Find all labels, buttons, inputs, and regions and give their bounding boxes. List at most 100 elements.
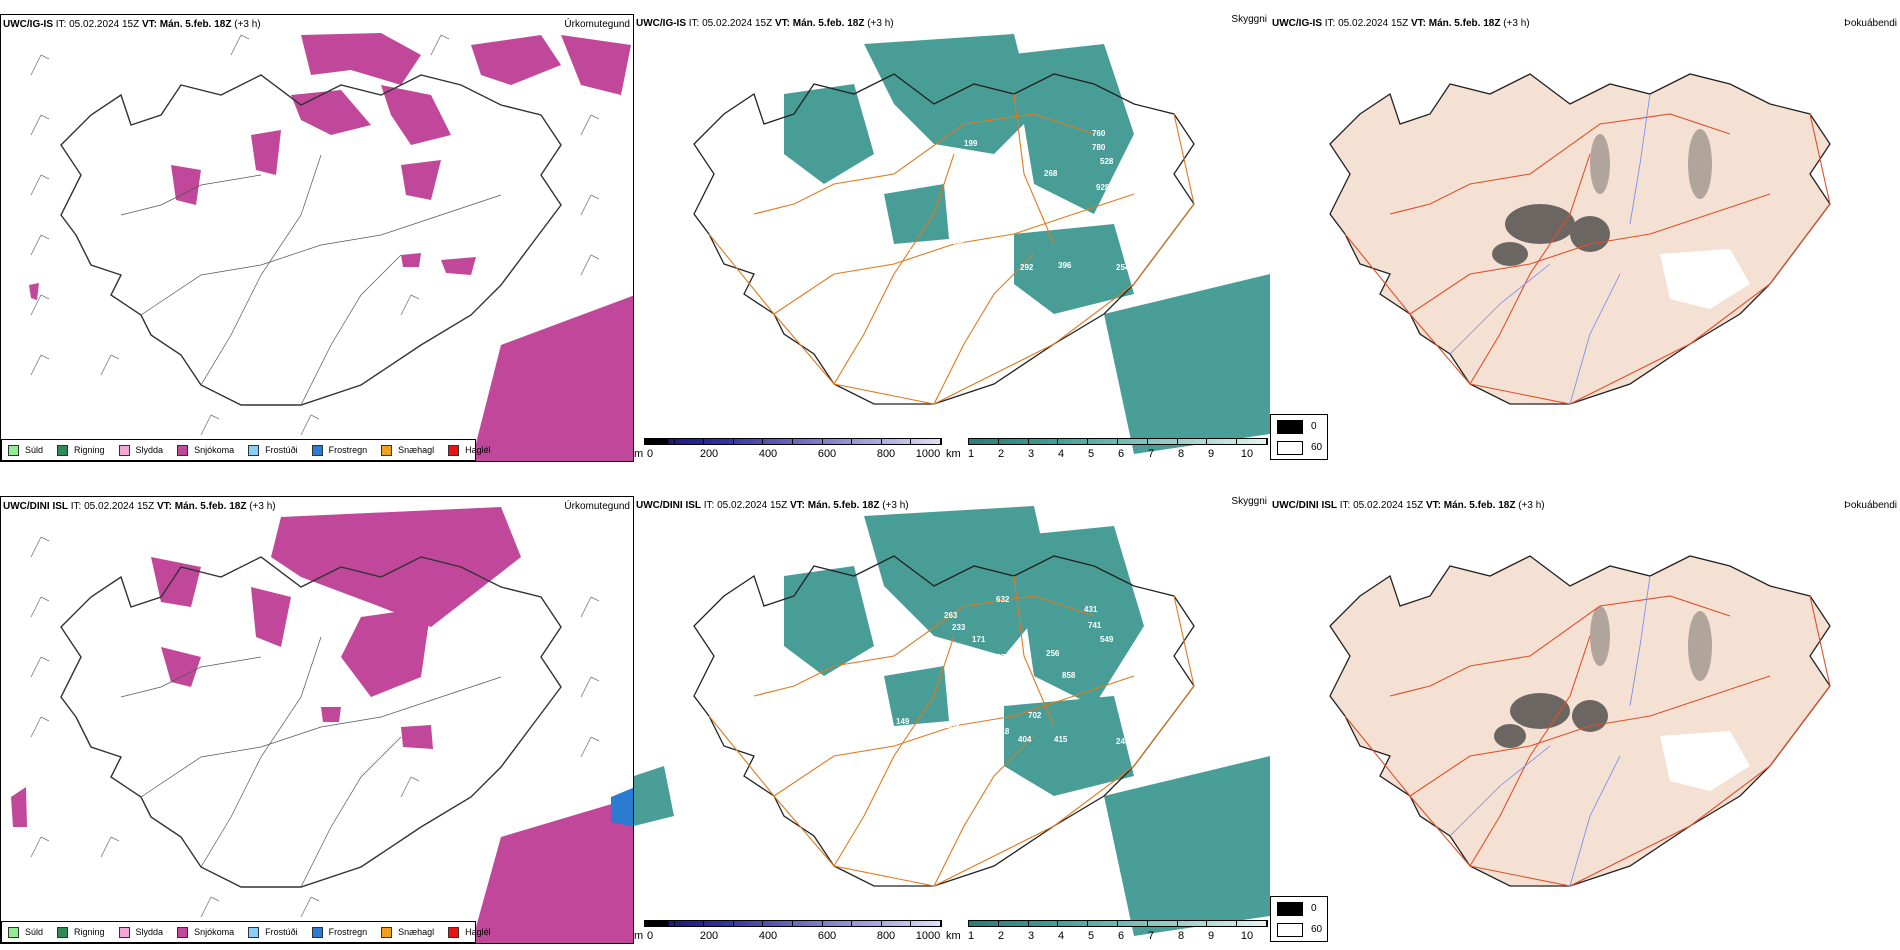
rivers: [1449, 575, 1651, 887]
vis-label: 233: [952, 623, 966, 632]
fog-panel-label-bottom: Þokuábendi: [1844, 500, 1897, 511]
vis-label: 292: [1020, 263, 1034, 272]
rain-swatch: [57, 926, 69, 938]
vis-label: 347: [1048, 689, 1062, 698]
vis-label: 763: [1100, 207, 1114, 216]
vis-label: 431: [1084, 605, 1098, 614]
vis-label: 192: [962, 647, 976, 656]
roads: [1344, 113, 1831, 405]
roads: [708, 93, 1195, 405]
freezing-drizzle-swatch: [248, 444, 260, 456]
fog-panel-top: UWC/IG-IS IT: 05.02.2024 15Z VT: Mán. 5.…: [1270, 14, 1900, 462]
freezing-rain-swatch: [311, 926, 323, 938]
fog-areas: [1494, 606, 1712, 748]
iceland-outline: [693, 73, 1195, 405]
vis-label: 437: [992, 653, 1006, 662]
fog-legend-top: 0 60: [1270, 414, 1328, 460]
low-visibility-areas: [634, 506, 1270, 936]
visibility-panel-label-bottom: Skyggni: [1231, 496, 1267, 507]
vis-label: 149: [896, 717, 910, 726]
precip-panel-label-bottom: Úrkomutegund: [564, 501, 630, 512]
vis-label: 131: [898, 243, 912, 252]
vis-label: 760: [1092, 129, 1106, 138]
snow-pellets-swatch: [381, 444, 393, 456]
visibility-labels: 632 263 233 171 192 437 256 431 741 549 …: [896, 595, 1130, 746]
vis-label: 702: [1028, 711, 1042, 720]
km-scale-bottom: km 1 2 3 4 5 6 7 8 9 10: [944, 920, 1270, 942]
freezing-drizzle-swatch: [248, 926, 260, 938]
snow-areas: [29, 33, 633, 461]
glacier-areas: [1660, 731, 1750, 791]
vis-label: 418: [996, 727, 1010, 736]
vis-label: 741: [1088, 621, 1102, 630]
visibility-panel-bottom: 632 263 233 171 192 437 256 431 741 549 …: [634, 496, 1270, 944]
vis-label: 396: [1058, 261, 1072, 270]
m-scale-top: m 0 200 400 600 800 1000: [634, 438, 944, 460]
vis-label: 858: [1062, 671, 1076, 680]
fog-panel-label-top: Þokuábendi: [1844, 18, 1897, 29]
vis-label: 152: [952, 237, 966, 246]
km-scale-top: km 1 2 3 4 5 6 7 8 9 10: [944, 438, 1270, 460]
snow-swatch: [177, 444, 189, 456]
fog-areas: [1492, 129, 1712, 266]
vis-label: 404: [1018, 735, 1032, 744]
fog-map-top: [1329, 73, 1831, 405]
visibility-panel-label-top: Skyggni: [1231, 14, 1267, 25]
precip-title-top: UWC/IG-IS IT: 05.02.2024 15Z VT: Mán. 5.…: [3, 19, 261, 30]
wind-barbs: [30, 536, 600, 918]
roads: [120, 636, 502, 888]
vis-label: 263: [944, 611, 958, 620]
visibility-panel-top: 199 760 780 528 268 928 763 208 152 292 …: [634, 14, 1270, 462]
vis-label: 632: [996, 595, 1010, 604]
sleet-swatch: [118, 926, 130, 938]
rain-swatch: [57, 444, 69, 456]
freezing-rain-swatch: [311, 444, 323, 456]
vis-label: 144: [966, 167, 980, 176]
sleet-swatch: [118, 444, 130, 456]
drizzle-swatch: [8, 444, 19, 456]
iceland-outline: [60, 74, 562, 406]
drizzle-swatch: [8, 926, 19, 938]
glacier-areas: [1660, 249, 1750, 309]
vis-label: 415: [1054, 735, 1068, 744]
precip-legend-top: Súld Rigning Slydda Snjókoma Frostúði Fr…: [1, 439, 491, 461]
snow-swatch: [177, 926, 189, 938]
visibility-map-bottom: 632 263 233 171 192 437 256 431 741 549 …: [634, 506, 1270, 936]
precip-map-top: [29, 33, 633, 461]
visibility-map-top: 199 760 780 528 268 928 763 208 152 292 …: [693, 34, 1270, 454]
freezing-rain-area: [611, 787, 633, 827]
vis-label: 549: [1100, 635, 1114, 644]
iceland-outline: [60, 556, 562, 888]
snow-pellets-swatch: [381, 926, 393, 938]
hail-swatch: [448, 444, 460, 456]
wind-barbs: [30, 34, 600, 436]
fog-map-bottom: [1329, 555, 1831, 887]
fog-title-bottom: UWC/DINI ISL IT: 05.02.2024 15Z VT: Mán.…: [1272, 500, 1545, 511]
precip-map-bottom: [11, 507, 633, 943]
fog-legend-bottom: 0 60: [1270, 896, 1328, 942]
vis-label: 928: [1096, 183, 1110, 192]
vis-label: 171: [972, 635, 986, 644]
visibility-title-top: UWC/IG-IS IT: 05.02.2024 15Z VT: Mán. 5.…: [636, 18, 894, 29]
fog-title-top: UWC/IG-IS IT: 05.02.2024 15Z VT: Mán. 5.…: [1272, 18, 1530, 29]
precip-title-bottom: UWC/DINI ISL IT: 05.02.2024 15Z VT: Mán.…: [3, 501, 276, 512]
vis-label: 268: [1044, 169, 1058, 178]
vis-label: 208: [972, 193, 986, 202]
visibility-title-bottom: UWC/DINI ISL IT: 05.02.2024 15Z VT: Mán.…: [636, 500, 909, 511]
fog-panel-bottom: UWC/DINI ISL IT: 05.02.2024 15Z VT: Mán.…: [1270, 496, 1900, 944]
precip-panel-bottom: UWC/DINI ISL IT: 05.02.2024 15Z VT: Mán.…: [0, 496, 634, 944]
vis-label: 780: [1092, 143, 1106, 152]
vis-label: 189: [946, 721, 960, 730]
visibility-labels: 199 760 780 528 268 928 763 208 152 292 …: [898, 129, 1130, 272]
precip-legend-bottom: Súld Rigning Slydda Snjókoma Frostúði Fr…: [1, 921, 491, 943]
rivers: [1449, 93, 1651, 405]
roads: [708, 575, 1195, 887]
hail-swatch: [448, 926, 460, 938]
vis-label: 249: [1116, 737, 1130, 746]
low-visibility-areas: [784, 34, 1270, 454]
vis-label: 199: [964, 139, 978, 148]
snow-areas: [11, 507, 633, 943]
vis-label: 254: [1116, 263, 1130, 272]
vis-label: 256: [1046, 649, 1060, 658]
roads: [120, 154, 502, 406]
